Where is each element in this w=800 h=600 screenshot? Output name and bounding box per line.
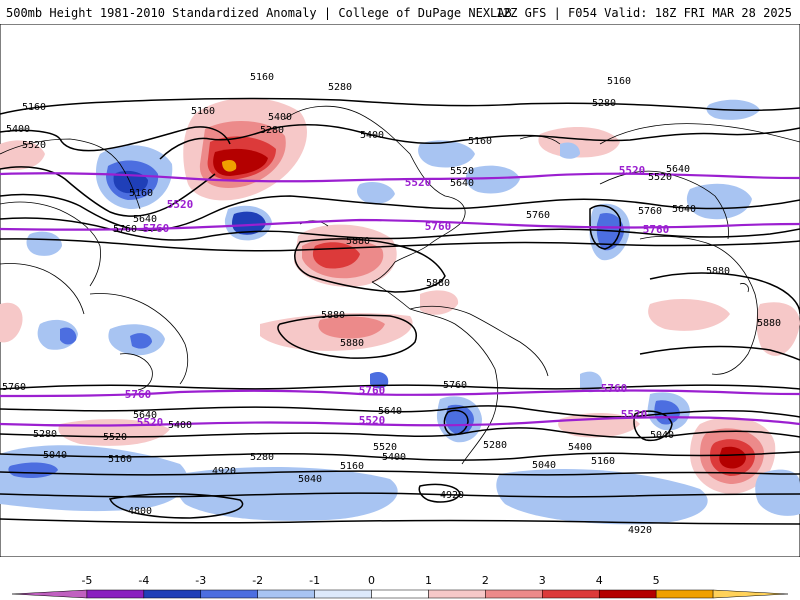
reference-contour-labels: 5520 5760 5520 5760 5520 5760 5760 5760 … (125, 164, 670, 429)
colorbar-swatch (428, 589, 486, 599)
contour-label: 5520 (359, 414, 386, 427)
contour-label: 5880 (346, 236, 370, 247)
colorbar-tick-label: -5 (81, 574, 92, 587)
colorbar-tick-label: -3 (195, 574, 206, 587)
contour-label: 5280 (328, 82, 352, 93)
colorbar-swatch (200, 589, 258, 599)
map-title: 500mb Height 1981-2010 Standardized Anom… (6, 6, 512, 20)
contour-label: 5520 (22, 140, 46, 151)
contour-label: 5520 (373, 442, 397, 453)
colorbar-tick-label: -2 (252, 574, 263, 587)
colorbar-swatch (86, 589, 145, 599)
contour-label: 5160 (468, 136, 492, 147)
contour-label: 5520 (648, 172, 672, 183)
colorbar-tick-label: 5 (653, 574, 660, 587)
contour-label: 5040 (298, 474, 322, 485)
contour-label: 5400 (268, 112, 292, 123)
contour-label: 4800 (128, 506, 152, 517)
colorbar-swatch (371, 589, 429, 599)
contour-label: 5880 (321, 310, 345, 321)
colorbar-swatch (11, 589, 88, 599)
contour-label: 5640 (133, 410, 157, 421)
colorbar-tick-labels: -5 -4 -3 -2 -1 0 1 2 3 4 5 (81, 574, 659, 587)
contour-label: 4920 (212, 466, 236, 477)
contour-label: 5640 (378, 406, 402, 417)
contour-label: 5760 (601, 382, 628, 395)
contour-label: 5040 (43, 450, 67, 461)
contour-label: 4920 (628, 525, 652, 536)
contour-label: 5520 (137, 416, 164, 429)
contour-label: 5400 (360, 130, 384, 141)
contour-label: 5520 (167, 198, 194, 211)
contour-label: 5880 (426, 278, 450, 289)
colorbar-tick-label: 4 (596, 574, 603, 587)
contour-label: 5400 (568, 442, 592, 453)
contour-label: 5760 (143, 222, 170, 235)
contour-label: 5640 (666, 164, 690, 175)
contour-label: 5160 (340, 461, 364, 472)
height-contours (0, 97, 800, 525)
contour-label: 5760 (643, 223, 670, 236)
contour-label: 5520 (619, 164, 646, 177)
contour-label: 5760 (526, 210, 550, 221)
contour-label: 5760 (638, 206, 662, 217)
contour-label: 5160 (607, 76, 631, 87)
contour-label: 5760 (113, 224, 137, 235)
contour-label: 5880 (706, 266, 730, 277)
contour-label: 5280 (592, 98, 616, 109)
contour-label: 5520 (621, 408, 648, 421)
contour-label: 5760 (425, 220, 452, 233)
contour-label: 5400 (382, 452, 406, 463)
contour-label: 5280 (260, 125, 284, 136)
model-run-label: 12Z GFS | F054 Valid: 18Z FRI MAR 28 202… (495, 6, 792, 20)
contour-label: 5280 (250, 452, 274, 463)
reference-contours (0, 172, 800, 427)
colorbar-swatch (655, 589, 714, 599)
colorbar-tick-label: 2 (482, 574, 489, 587)
contour-label: 5160 (22, 102, 46, 113)
colorbar-swatches (11, 589, 789, 599)
colorbar-swatch (712, 589, 789, 599)
contour-label: 5520 (450, 166, 474, 177)
contour-label: 5160 (191, 106, 215, 117)
contour-label: 5040 (650, 430, 674, 441)
contour-label: 5400 (168, 420, 192, 431)
colorbar-tick-label: -1 (309, 574, 320, 587)
anomaly-map: 5160 5280 5160 5400 5520 5160 5400 5280 … (0, 24, 800, 557)
colorbar-swatch (314, 589, 372, 599)
contour-label: 5640 (450, 178, 474, 189)
contour-label: 5760 (125, 388, 152, 401)
colorbar-tick-label: 3 (539, 574, 546, 587)
colorbar-swatch (485, 589, 543, 599)
contour-labels: 5160 5280 5160 5400 5520 5160 5400 5280 … (2, 72, 781, 536)
contour-label: 5400 (6, 124, 30, 135)
contour-label: 5760 (359, 384, 386, 397)
contour-label: 5760 (2, 382, 26, 393)
contour-label: 5640 (672, 204, 696, 215)
contour-label: 5160 (108, 454, 132, 465)
contour-label: 5520 (405, 176, 432, 189)
contour-label: 4920 (440, 490, 464, 501)
colorbar-tick-label: -4 (138, 574, 149, 587)
colorbar-tick-label: 0 (368, 574, 375, 587)
contour-label: 5280 (33, 429, 57, 440)
contour-label: 5160 (591, 456, 615, 467)
colorbar-tick-label: 1 (425, 574, 432, 587)
contour-label: 5160 (129, 188, 153, 199)
contour-label: 5760 (443, 380, 467, 391)
colorbar: -5 -4 -3 -2 -1 0 1 2 3 4 5 (11, 574, 789, 599)
contour-label: 5040 (532, 460, 556, 471)
colorbar-swatch (257, 589, 315, 599)
contour-label: 5520 (103, 432, 127, 443)
contour-label: 5160 (250, 72, 274, 83)
contour-label: 5640 (133, 214, 157, 225)
contour-label: 5280 (483, 440, 507, 451)
contour-label: 5880 (757, 318, 781, 329)
colorbar-swatch (598, 589, 657, 599)
colorbar-swatch (542, 589, 600, 599)
contour-label: 5880 (340, 338, 364, 349)
colorbar-swatch (143, 589, 202, 599)
